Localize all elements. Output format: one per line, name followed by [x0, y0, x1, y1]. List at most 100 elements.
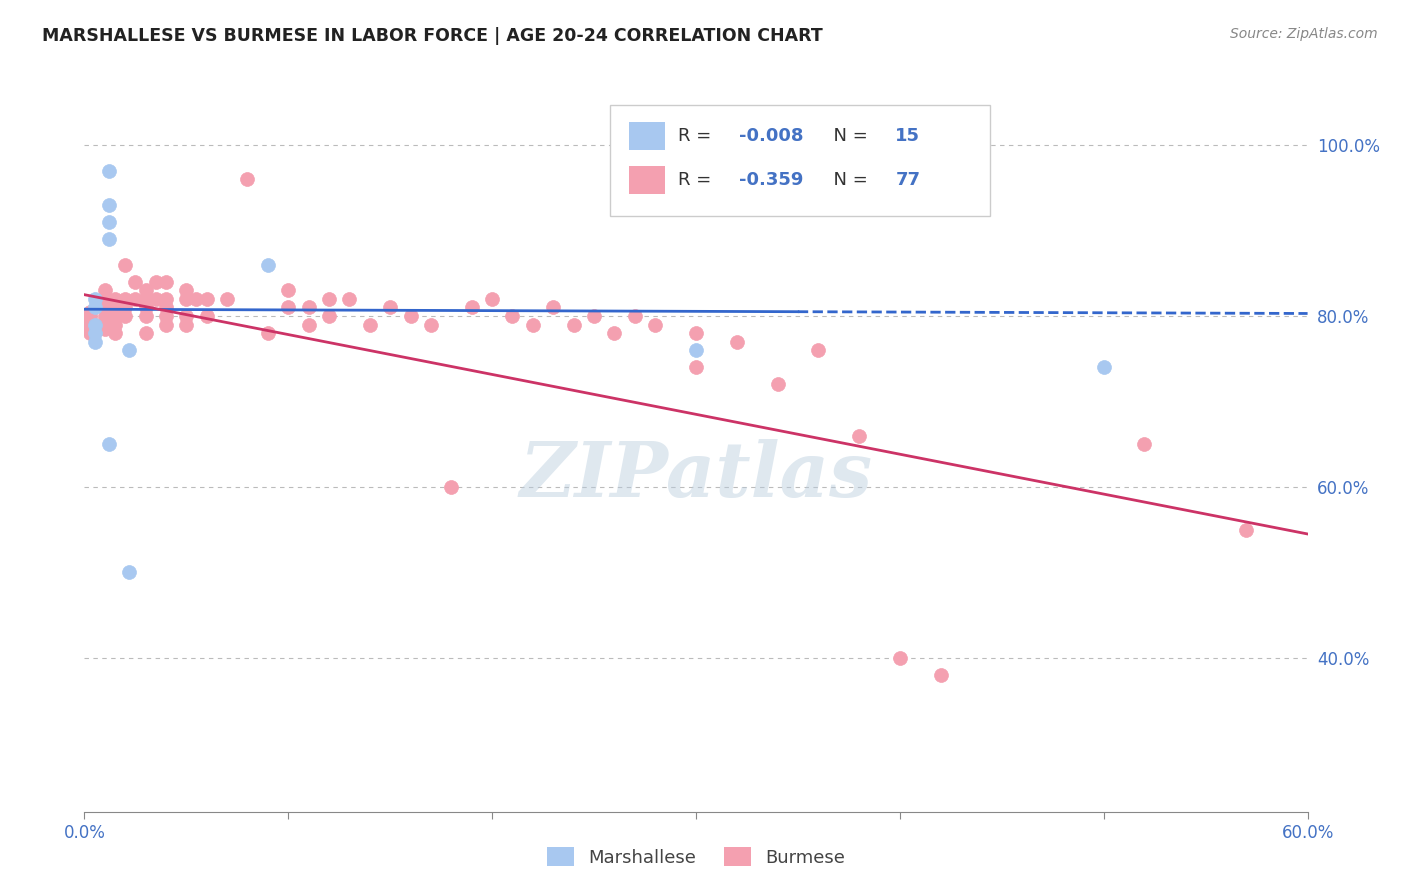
Text: MARSHALLESE VS BURMESE IN LABOR FORCE | AGE 20-24 CORRELATION CHART: MARSHALLESE VS BURMESE IN LABOR FORCE | …	[42, 27, 823, 45]
Point	[118, 566, 141, 580]
Point	[93, 313, 117, 327]
Point	[155, 318, 177, 332]
Point	[543, 301, 565, 315]
Point	[135, 284, 157, 298]
Point	[644, 318, 666, 332]
Point	[186, 292, 208, 306]
Point	[195, 292, 218, 306]
Point	[339, 292, 361, 306]
Point	[257, 258, 280, 272]
FancyBboxPatch shape	[610, 105, 990, 216]
Point	[399, 309, 422, 323]
Point	[298, 301, 321, 315]
Point	[257, 326, 280, 340]
Point	[97, 232, 120, 246]
Point	[114, 301, 136, 315]
Point	[1236, 523, 1258, 537]
Point	[420, 318, 443, 332]
Point	[236, 172, 259, 186]
Point	[195, 309, 218, 323]
Point	[1133, 437, 1156, 451]
Point	[83, 334, 105, 349]
Point	[298, 318, 321, 332]
Point	[135, 326, 157, 340]
Point	[155, 292, 177, 306]
Point	[104, 326, 127, 340]
Point	[929, 668, 952, 682]
Point	[104, 292, 127, 306]
Point	[135, 309, 157, 323]
Point	[502, 309, 524, 323]
Point	[725, 334, 748, 349]
Point	[135, 301, 157, 315]
Point	[83, 326, 105, 340]
Point	[79, 326, 101, 340]
Point	[807, 343, 830, 358]
Point	[155, 301, 177, 315]
Point	[176, 309, 198, 323]
Text: 15: 15	[896, 127, 921, 145]
Point	[104, 309, 127, 323]
Point	[93, 309, 117, 323]
Point	[766, 377, 789, 392]
Text: 77: 77	[896, 171, 921, 189]
Point	[522, 318, 544, 332]
Text: R =: R =	[678, 127, 717, 145]
Point	[118, 343, 141, 358]
Point	[562, 318, 585, 332]
Point	[79, 309, 101, 323]
Text: -0.008: -0.008	[738, 127, 803, 145]
Point	[79, 305, 101, 319]
Point	[93, 322, 117, 336]
Point	[124, 292, 146, 306]
Point	[93, 292, 117, 306]
Point	[135, 292, 157, 306]
Point	[583, 309, 606, 323]
Point	[114, 309, 136, 323]
Point	[145, 275, 167, 289]
Point	[79, 322, 101, 336]
Text: Source: ZipAtlas.com: Source: ZipAtlas.com	[1230, 27, 1378, 41]
Point	[155, 309, 177, 323]
Point	[277, 301, 299, 315]
Point	[124, 275, 146, 289]
Point	[889, 651, 911, 665]
Text: -0.359: -0.359	[738, 171, 803, 189]
Point	[461, 301, 484, 315]
Point	[685, 343, 707, 358]
Point	[318, 292, 340, 306]
Point	[104, 318, 127, 332]
Point	[114, 258, 136, 272]
Point	[155, 275, 177, 289]
Point	[685, 326, 707, 340]
Legend: Marshallese, Burmese: Marshallese, Burmese	[540, 840, 852, 874]
Point	[97, 215, 120, 229]
FancyBboxPatch shape	[628, 121, 665, 150]
FancyBboxPatch shape	[628, 166, 665, 194]
Point	[97, 437, 120, 451]
Point	[848, 428, 870, 442]
Point	[1092, 360, 1115, 375]
Point	[93, 284, 117, 298]
Point	[277, 284, 299, 298]
Point	[79, 318, 101, 332]
Point	[114, 292, 136, 306]
Point	[176, 318, 198, 332]
Point	[624, 309, 647, 323]
Point	[380, 301, 402, 315]
Point	[176, 284, 198, 298]
Point	[145, 292, 167, 306]
Point	[359, 318, 381, 332]
Point	[79, 313, 101, 327]
Point	[83, 292, 105, 306]
Point	[93, 301, 117, 315]
Point	[83, 318, 105, 332]
Point	[318, 309, 340, 323]
Point	[83, 301, 105, 315]
Point	[176, 292, 198, 306]
Text: ZIPatlas: ZIPatlas	[519, 440, 873, 513]
Point	[97, 198, 120, 212]
Point	[104, 301, 127, 315]
Point	[685, 360, 707, 375]
Point	[603, 326, 626, 340]
